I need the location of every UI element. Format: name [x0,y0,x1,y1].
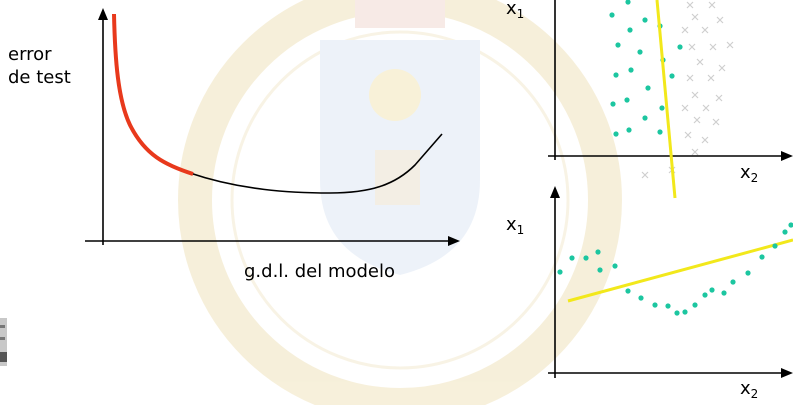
dot-marker [627,27,633,33]
cropped-thumbnail [0,318,7,366]
dot-marker [625,0,631,5]
data-point [788,222,793,228]
x-marker [691,148,699,156]
dot-marker [624,97,630,103]
top-x-axis-label: x2 [740,162,759,185]
dot-marker [613,131,619,137]
dot-marker [669,73,675,79]
top-y-axis-label: x1 [506,0,525,21]
x-marker [688,43,696,51]
x-marker [693,116,701,124]
dot-marker [637,49,643,55]
xlabel: g.d.l. del modelo [244,261,396,282]
x-marker [686,1,694,9]
x-marker [712,118,720,126]
test-error-curve-highlight [112,13,194,176]
dot-marker [645,85,651,91]
data-point [595,249,601,255]
x-marker [681,104,689,112]
x-marker [707,74,715,82]
data-point [674,310,680,316]
bottom-data-points [557,222,793,316]
dot-marker [657,129,663,135]
top-class-dot-points [609,0,683,137]
top-class-x-points [641,1,734,179]
data-point [730,279,736,285]
data-point [721,290,727,296]
data-point [709,287,715,293]
bottom-x-axis-label: x2 [740,378,759,401]
x-marker [641,171,649,179]
dot-marker [642,115,648,121]
x-marker [696,58,704,66]
bottom-linear-fit [567,238,793,303]
data-point [692,302,698,308]
university-seal-watermark [178,0,622,409]
x-marker [709,43,717,51]
data-point [583,255,589,261]
x-marker [702,104,710,112]
data-point [652,302,658,308]
bottom-y-axis-label: x1 [506,214,525,237]
x-marker [691,91,699,99]
x-marker [684,131,692,139]
y-axis-arrowhead [98,8,108,20]
bottom-y-axis-arrowhead [550,186,560,198]
test-error-chart [85,8,460,246]
data-point [612,263,618,269]
x-marker [701,26,709,34]
data-point [702,292,708,298]
data-point [772,243,778,249]
x-marker [716,16,724,24]
top-decision-boundary [655,0,677,199]
data-point [745,270,751,276]
data-point [638,295,644,301]
ylabel-line-2: de test [8,67,71,88]
dot-marker [613,72,619,78]
x-marker [708,1,716,9]
dot-marker [610,101,616,107]
dot-marker [677,44,683,50]
top-scatter-plot [548,0,793,199]
data-point [782,229,788,235]
top-x-axis-arrowhead [781,151,793,161]
data-point [597,267,603,273]
test-error-curve [189,133,443,194]
dot-marker [609,12,615,18]
x-marker [701,136,709,144]
dot-marker [626,127,632,133]
data-point [665,303,671,309]
x-marker [726,41,734,49]
bottom-x-axis-arrowhead [781,368,793,378]
dot-marker [642,17,648,23]
data-point [682,309,688,315]
x-marker [686,74,694,82]
dot-marker [615,42,621,48]
bottom-scatter-plot [548,186,793,378]
data-point [759,254,765,260]
x-axis-arrowhead [448,236,460,246]
data-point [625,288,631,294]
x-marker [718,64,726,72]
data-point [557,269,563,275]
x-marker [691,13,699,21]
dot-marker [628,67,634,73]
data-point [569,255,575,261]
dot-marker [659,105,665,111]
ylabel-line-1: error [8,44,52,65]
x-marker [681,26,689,34]
x-marker [715,94,723,102]
